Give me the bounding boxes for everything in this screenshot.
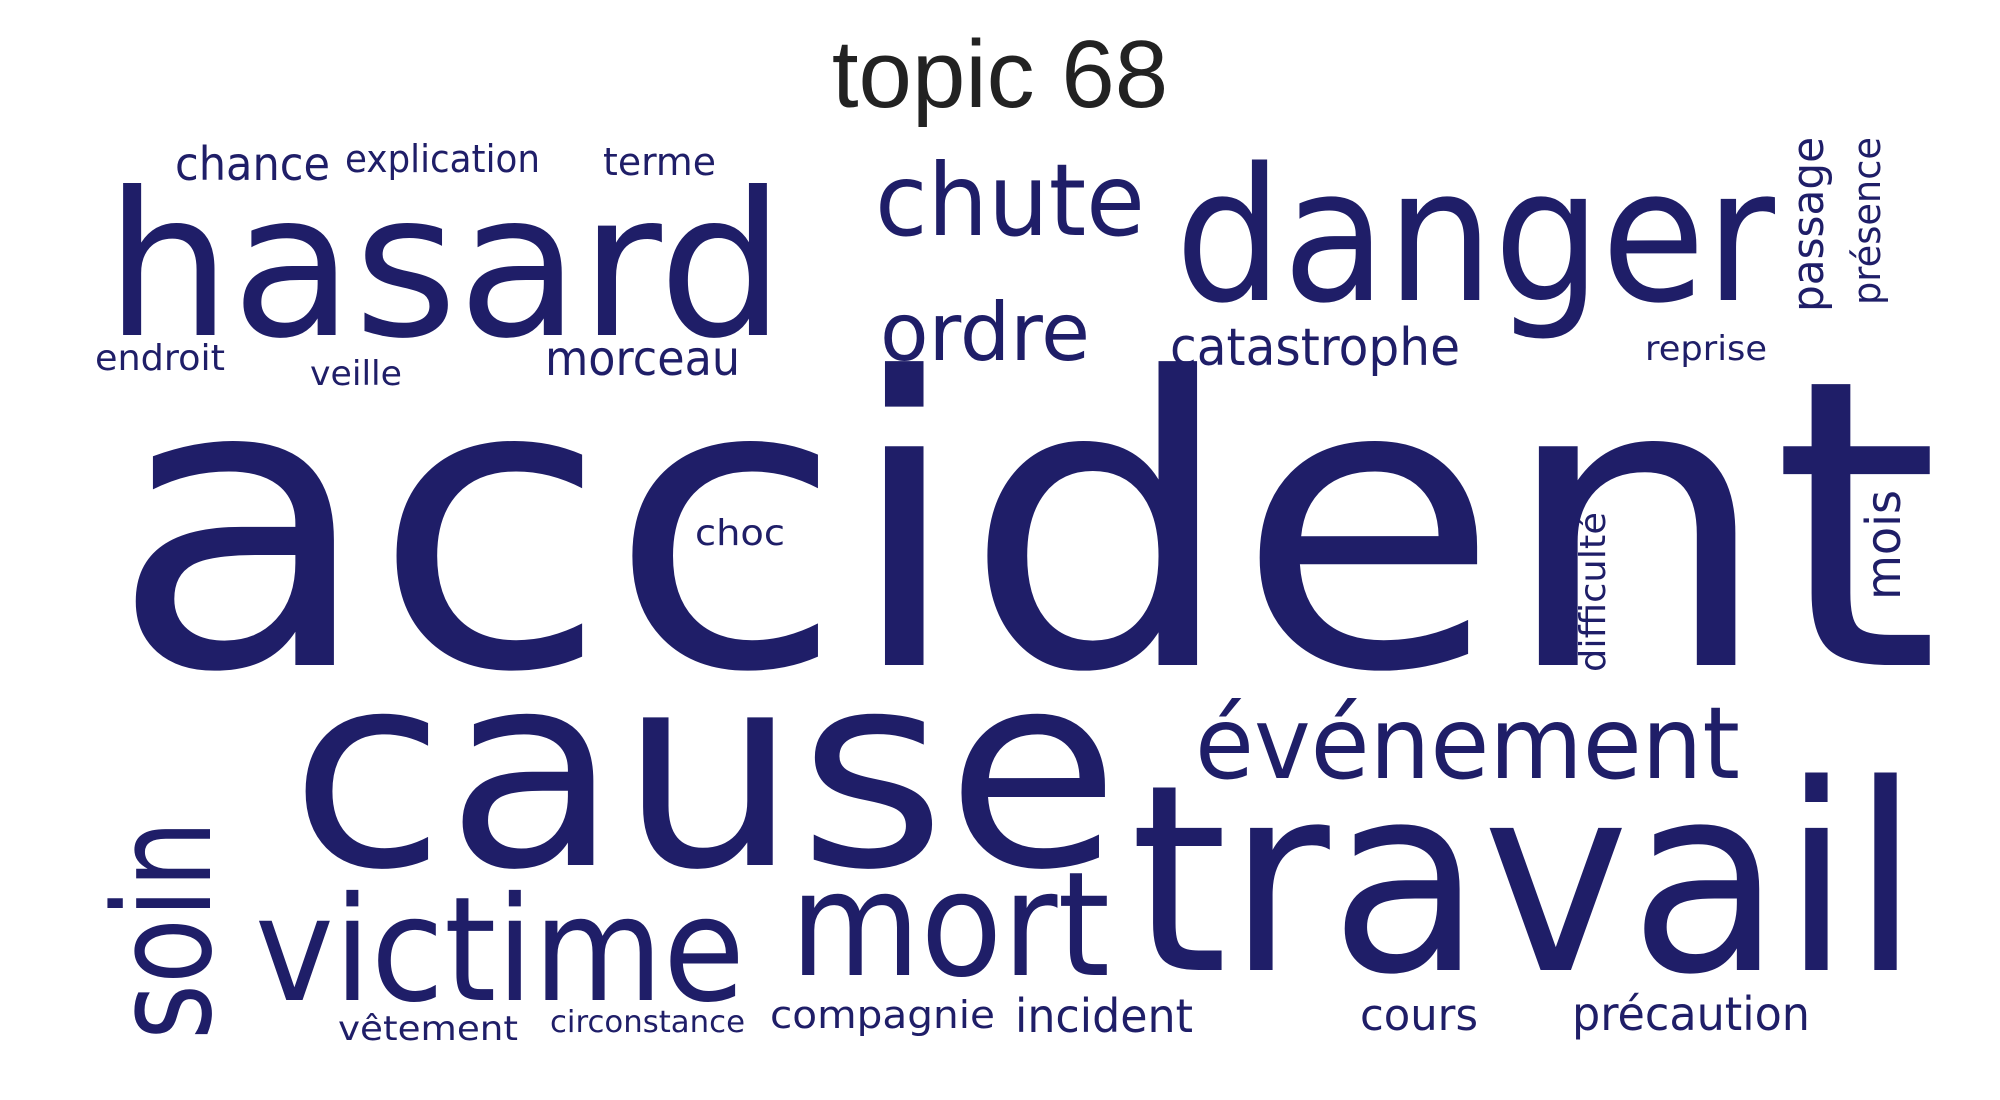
word-chance: chance bbox=[175, 137, 330, 191]
word-compagnie: compagnie bbox=[770, 993, 995, 1037]
word-accident: accident bbox=[110, 295, 1940, 760]
word-terme: terme bbox=[603, 140, 716, 184]
word-incident: incident bbox=[1015, 989, 1193, 1043]
word-precaution: précaution bbox=[1572, 987, 1810, 1041]
word-mort: mort bbox=[790, 841, 1110, 1010]
word-explication: explication bbox=[345, 137, 540, 181]
word-choc: choc bbox=[695, 513, 785, 554]
word-mois: mois bbox=[1856, 490, 1912, 600]
chart-title: topic 68 bbox=[831, 21, 1169, 128]
word-cause: cause bbox=[290, 614, 1120, 929]
word-reprise: reprise bbox=[1645, 329, 1767, 369]
word-chute: chute bbox=[875, 142, 1145, 259]
word-cours: cours bbox=[1360, 990, 1478, 1041]
word-circonstance: circonstance bbox=[550, 1005, 745, 1040]
word-travail: travail bbox=[1130, 730, 1920, 1032]
word-evenement: événement bbox=[1195, 685, 1740, 802]
word-soin: soin bbox=[85, 820, 242, 1040]
word-veille: veille bbox=[310, 354, 402, 394]
word-presence: présence bbox=[1845, 137, 1889, 305]
word-catastrophe: catastrophe bbox=[1170, 318, 1460, 378]
word-passage: passage bbox=[1783, 137, 1834, 312]
word-morceau: morceau bbox=[545, 331, 740, 387]
word-vetement: vêtement bbox=[338, 1009, 518, 1049]
word-ordre: ordre bbox=[880, 286, 1090, 379]
word-victime: victime bbox=[255, 866, 745, 1035]
word-hasard: hasard bbox=[105, 150, 785, 383]
word-danger: danger bbox=[1175, 128, 1776, 344]
word-endroit: endroit bbox=[95, 338, 225, 379]
word-difficulte: difficulté bbox=[1573, 512, 1614, 672]
